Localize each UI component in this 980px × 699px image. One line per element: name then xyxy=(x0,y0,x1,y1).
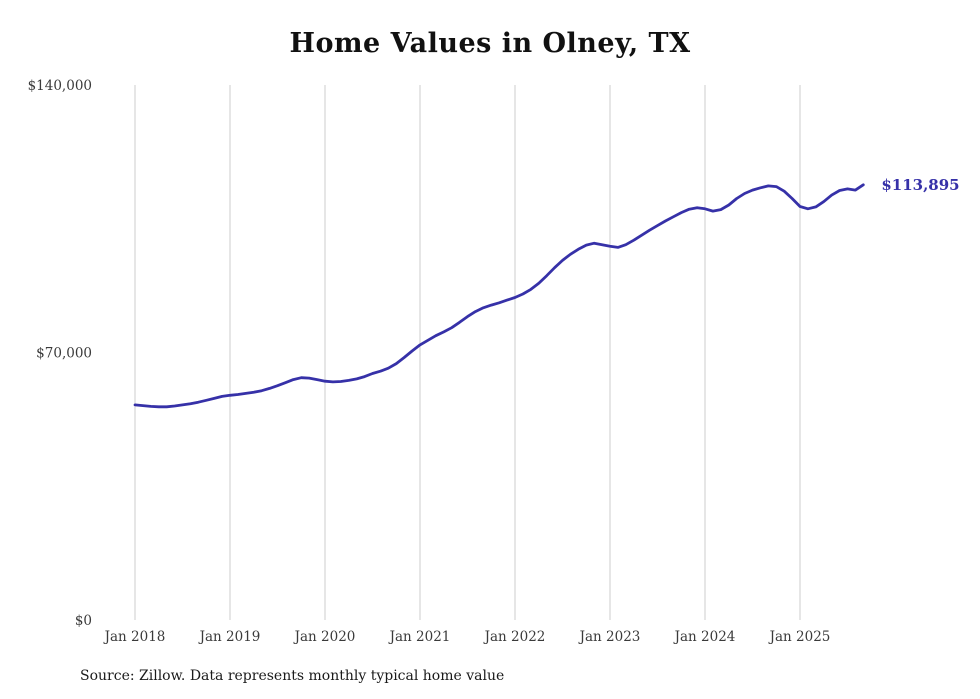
x-tick-label: Jan 2024 xyxy=(673,629,736,645)
x-tick-label: Jan 2018 xyxy=(103,629,166,645)
x-tick-label: Jan 2019 xyxy=(198,629,261,645)
y-tick-label: $0 xyxy=(75,613,92,629)
x-tick-label: Jan 2020 xyxy=(293,629,356,645)
chart-title: Home Values in Olney, TX xyxy=(289,28,691,59)
x-tick-label: Jan 2025 xyxy=(768,629,831,645)
x-tick-label: Jan 2021 xyxy=(388,629,451,645)
y-tick-label: $70,000 xyxy=(36,346,92,362)
source-note: Source: Zillow. Data represents monthly … xyxy=(80,668,505,684)
y-tick-label: $140,000 xyxy=(28,78,92,94)
x-tick-label: Jan 2023 xyxy=(578,629,641,645)
end-value-label: $113,895 xyxy=(881,176,959,194)
x-tick-label: Jan 2022 xyxy=(483,629,546,645)
value-line xyxy=(133,183,865,409)
